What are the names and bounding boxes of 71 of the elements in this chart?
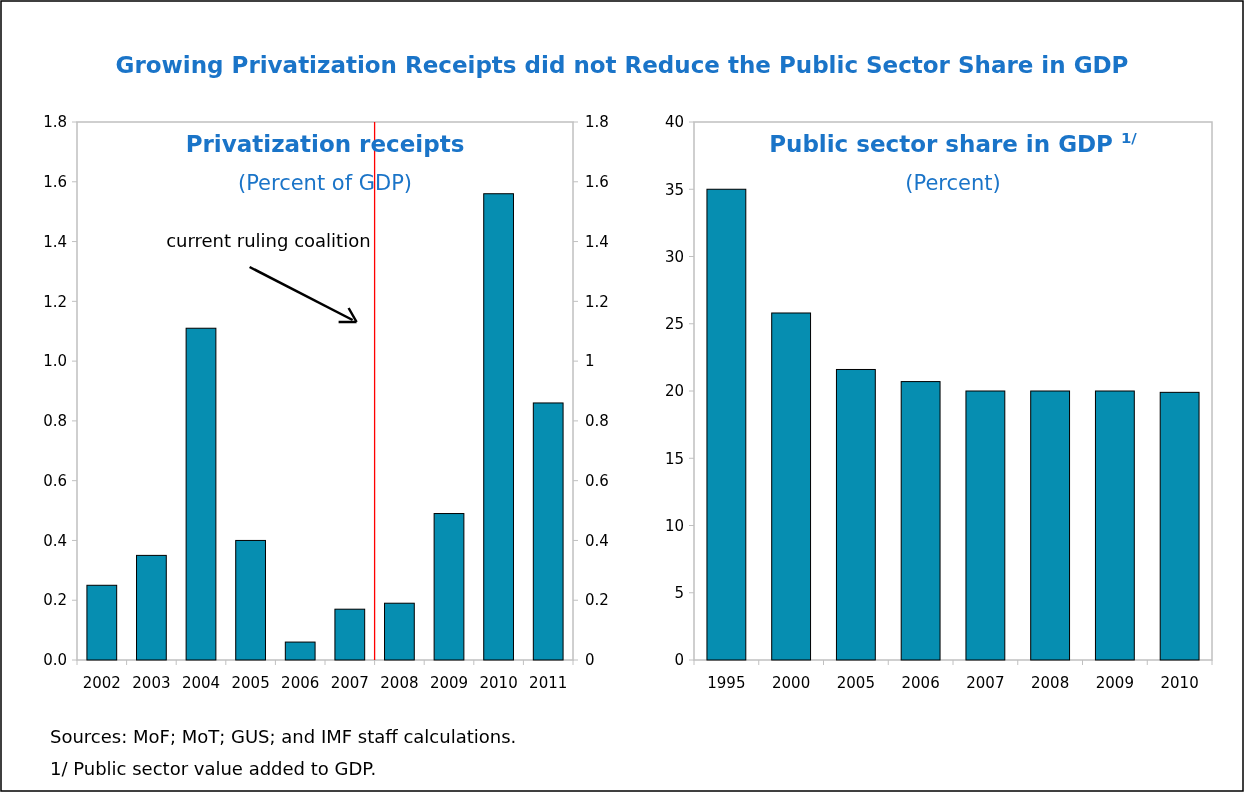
y-tick-label: 1.0 <box>43 352 67 371</box>
y2-tick-label: 1.8 <box>585 113 609 132</box>
bar <box>86 584 118 661</box>
y-tick-label: 0.0 <box>43 651 67 670</box>
bar <box>900 381 941 661</box>
x-tick-label: 2008 <box>1031 674 1070 692</box>
x-tick-label: 2006 <box>281 674 320 692</box>
y2-tick-label: 0.6 <box>585 471 609 490</box>
bar <box>384 602 415 661</box>
y-tick-label: 0.4 <box>43 531 67 550</box>
y-tick-label: 1.4 <box>43 232 67 251</box>
y-tick-label: 20 <box>664 382 684 401</box>
bar <box>284 641 316 661</box>
y-tick-label: 15 <box>664 449 684 468</box>
x-tick-label: 2010 <box>479 674 518 692</box>
bar <box>483 193 514 661</box>
x-tick-label: 2002 <box>82 674 121 692</box>
x-tick-label: 2004 <box>181 674 221 692</box>
x-tick-label: 2005 <box>231 674 270 692</box>
y2-tick-label: 1 <box>585 352 595 371</box>
bar <box>235 539 266 661</box>
chart-title: Public sector share in GDP $^{1/}$ <box>769 129 1138 157</box>
y-tick-label: 0.8 <box>43 412 67 431</box>
y2-tick-label: 1.4 <box>585 232 609 251</box>
text: 1/ Public sector value added to GDP. <box>50 758 377 779</box>
x-tick-label: 2011 <box>529 674 568 692</box>
ref-line-label: current ruling coalition <box>166 230 371 251</box>
y2-tick-label: 0.8 <box>585 412 609 431</box>
x-tick-label: 2006 <box>901 674 940 692</box>
bar <box>965 390 1006 661</box>
bar <box>1030 390 1071 661</box>
y-tick-label: 10 <box>664 516 684 535</box>
y2-tick-label: 1.6 <box>585 173 609 192</box>
bar <box>771 312 812 661</box>
source-note: Sources: MoF; MoT; GUS; and IMF staff calculations. <box>50 726 517 747</box>
x-tick-label: 2007 <box>330 674 369 692</box>
y2-tick-label: 0.4 <box>585 531 609 550</box>
bar <box>532 402 564 661</box>
bar <box>136 554 167 661</box>
bar <box>835 368 876 661</box>
x-tick-label: 1995 <box>707 674 746 692</box>
x-tick-label: 2009 <box>1095 674 1134 692</box>
bar <box>185 327 217 661</box>
bar <box>433 513 465 661</box>
y2-tick-label: 0.2 <box>585 591 609 610</box>
y-tick-label: 30 <box>664 247 684 266</box>
x-tick-label: 2000 <box>772 674 811 692</box>
y-tick-label: 0.6 <box>43 471 67 490</box>
y-tick-label: 25 <box>664 315 684 333</box>
y-tick-label: 1.6 <box>43 173 67 192</box>
y-tick-label: 0 <box>674 651 684 670</box>
y-tick-label: 5 <box>674 584 684 602</box>
text: (Percent) <box>905 171 1001 195</box>
bar <box>1094 390 1135 661</box>
x-tick-label: 2009 <box>429 674 469 692</box>
y-tick-label: 1.8 <box>43 113 67 132</box>
y-tick-label: 0.2 <box>43 591 67 610</box>
y-tick-label: 1.2 <box>43 292 67 311</box>
x-tick-label: 2010 <box>1160 674 1199 692</box>
y-tick-label: 35 <box>664 180 684 199</box>
x-tick-label: 2003 <box>132 674 171 692</box>
y2-tick-label: 0 <box>585 651 595 670</box>
bar <box>706 188 747 661</box>
y2-tick-label: 1.2 <box>585 292 609 311</box>
bar <box>334 608 366 661</box>
bar <box>1159 391 1200 661</box>
y-tick-label: 40 <box>664 113 684 132</box>
text: Growing Privatization Receipts did not Reduce the Public Sector Share in GDP <box>115 52 1129 78</box>
x-tick-label: 2005 <box>836 674 875 692</box>
x-tick-label: 2008 <box>380 674 419 692</box>
x-tick-label: 2007 <box>966 674 1005 692</box>
